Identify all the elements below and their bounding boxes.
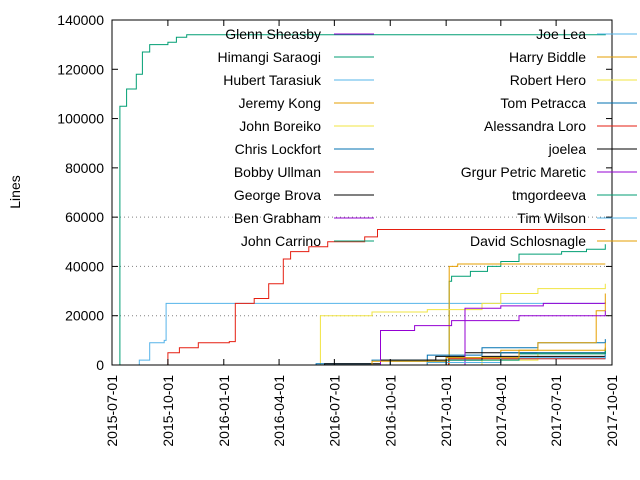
x-tick-label: 2016-07-01 [326,375,342,447]
legend-label: Himangi Saraogi [218,49,322,65]
x-tick-label: 2015-07-01 [104,375,120,447]
series-line [112,283,606,366]
legend-label: Bobby Ullman [234,164,321,180]
series-line [112,302,606,366]
legend-label: Harry Biddle [509,49,586,65]
legend-label: Tim Wilson [517,210,586,226]
x-tick-label: 2015-10-01 [160,375,176,447]
x-axis: 2015-07-01 2015-10-01 2016-01-01 2016-04-01… [104,20,620,447]
legend-label: Hubert Tarasiuk [223,72,322,88]
legend-label: John Carrino [241,233,321,249]
series-line [112,33,606,366]
legend-label: tmgordeeva [512,187,586,203]
y-tick-label: 80000 [65,160,104,176]
legend: Glenn Sheasby Himangi Saraogi Hubert Taras… [218,26,637,249]
x-tick-label: 2017-07-01 [548,375,564,447]
y-tick-label: 140000 [57,12,104,28]
series-line [112,349,606,366]
y-tick-label: 120000 [57,61,104,77]
y-tick-label: 100000 [57,111,104,127]
series-line [112,302,606,366]
legend-label: Jeremy Kong [239,95,321,111]
legend-label: David Schlosnagle [470,233,586,249]
y-tick-label: 40000 [65,258,104,274]
series-line [112,244,606,366]
x-tick-label: 2016-10-01 [382,375,398,447]
legend-label: Chris Lockfort [235,141,321,157]
x-tick-label: 2017-04-01 [493,375,509,447]
x-tick-label: 2017-10-01 [604,375,620,447]
legend-label: Ben Grabham [234,210,321,226]
legend-label: George Brova [234,187,321,203]
x-tick-label: 2016-01-01 [216,375,232,447]
legend-label: Robert Hero [510,72,586,88]
y-tick-label: 60000 [65,209,104,225]
legend-label: joelea [548,141,587,157]
plot-frame [111,19,613,366]
series-line [112,229,606,366]
x-tick-label: 2016-04-01 [271,375,287,447]
legend-label: Grgur Petric Maretic [461,164,586,180]
gridlines [112,216,612,317]
legend-label: Joe Lea [536,26,586,42]
series-line [112,339,606,366]
y-tick-label: 20000 [65,308,104,324]
y-tick-label: 0 [96,357,104,373]
legend-label: Glenn Sheasby [225,26,321,42]
y-axis: 0 20000 40000 60000 80000 100000 120000 140000 [57,12,612,373]
legend-label: Alessandra Loro [484,118,586,134]
legend-label: Tom Petracca [500,95,586,111]
x-tick-label: 2017-01-01 [438,375,454,447]
y-axis-label: Lines [7,175,23,208]
legend-label: John Boreiko [239,118,321,134]
